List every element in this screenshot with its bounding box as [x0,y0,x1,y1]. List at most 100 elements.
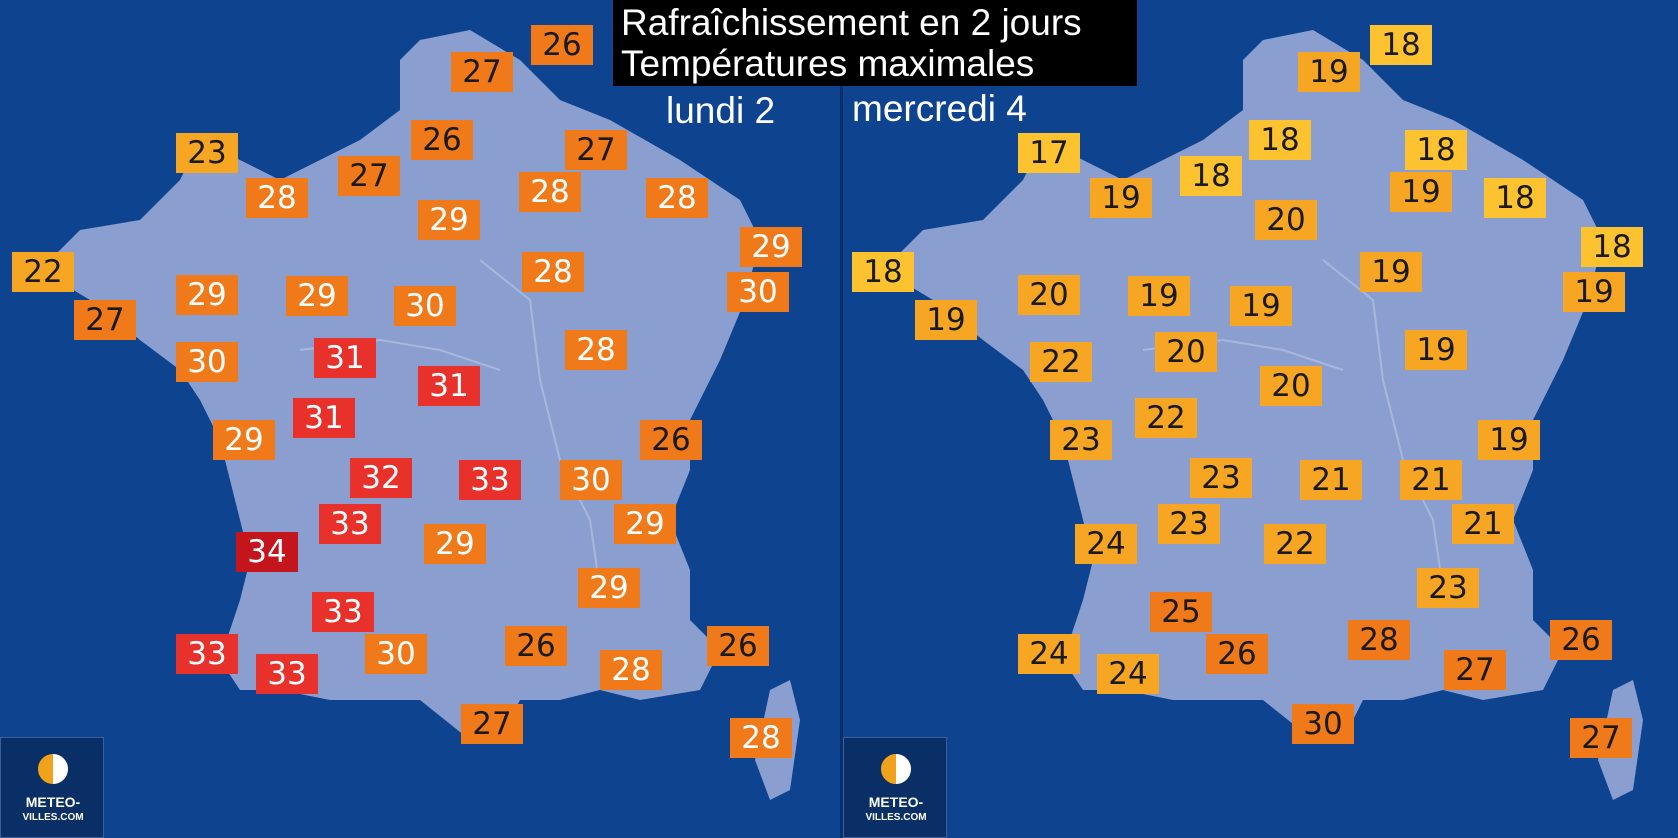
temperature-tag: 23 [176,133,238,173]
temperature-tag: 26 [1550,620,1612,660]
temperature-tag: 29 [286,276,348,316]
temperature-tag: 23 [1417,568,1479,608]
temperature-tag: 20 [1255,200,1317,240]
temperature-tag: 34 [236,532,298,572]
temperature-tag: 28 [246,178,308,218]
temperature-tag: 22 [12,252,74,292]
map-title-box: Rafraîchissement en 2 jours Températures… [613,0,1137,86]
temperature-tag: 26 [1206,634,1268,674]
river-line [479,259,601,591]
temperature-tag: 24 [1097,654,1159,694]
temperature-tag: 21 [1400,460,1462,500]
temperature-tag: 22 [1264,524,1326,564]
logo-text: VILLES.COM [865,812,927,823]
temperature-tag: 23 [1050,420,1112,460]
temperature-tag: 31 [418,366,480,406]
temperature-tag: 21 [1300,460,1362,500]
temperature-tag: 27 [74,300,136,340]
temperature-tag: 19 [1478,420,1540,460]
temperature-tag: 22 [1135,398,1197,438]
temperature-tag: 33 [312,592,374,632]
temperature-tag: 29 [614,504,676,544]
title-line: Rafraîchissement en 2 jours [621,2,1082,43]
temperature-tag: 27 [338,156,400,196]
temperature-tag: 30 [560,460,622,500]
temperature-tag: 28 [600,650,662,690]
temperature-tag: 30 [365,634,427,674]
temperature-tag: 27 [1570,718,1632,758]
temperature-tag: 28 [1348,620,1410,660]
temperature-tag: 27 [1444,650,1506,690]
temperature-tag: 23 [1190,458,1252,498]
temperature-tag: 26 [707,626,769,666]
temperature-tag: 28 [646,178,708,218]
logo-text: METEO- [25,794,81,810]
temperature-tag: 29 [424,524,486,564]
temperature-tag: 18 [1249,120,1311,160]
sun-moon-icon [36,752,70,786]
temperature-tag: 18 [1370,25,1432,65]
temperature-tag: 29 [418,200,480,240]
temperature-tag: 29 [213,420,275,460]
temperature-tag: 27 [451,52,513,92]
temperature-tag: 19 [1563,272,1625,312]
temperature-tag: 33 [459,460,521,500]
temperature-tag: 18 [1180,156,1242,196]
temperature-tag: 17 [1018,133,1080,173]
temperature-tag: 20 [1260,366,1322,406]
temperature-tag: 18 [1484,178,1546,218]
temperature-tag: 19 [1360,252,1422,292]
temperature-tag: 26 [411,120,473,160]
temperature-tag: 26 [640,420,702,460]
temperature-tag: 29 [578,568,640,608]
temperature-tag: 30 [1292,704,1354,744]
river-line [1322,259,1444,591]
temperature-tag: 30 [176,342,238,382]
temperature-tag: 27 [461,704,523,744]
temperature-tag: 28 [565,330,627,370]
temperature-tag: 26 [505,626,567,666]
subtitle-line: Températures maximales [621,43,1035,84]
temperature-tag: 23 [1158,504,1220,544]
temperature-tag: 30 [727,272,789,312]
temperature-tag: 27 [565,130,627,170]
temperature-tag: 21 [1452,504,1514,544]
temperature-tag: 33 [256,654,318,694]
temperature-tag: 19 [915,300,977,340]
temperature-tag: 33 [176,634,238,674]
temperature-tag: 28 [522,252,584,292]
day-label-right: mercredi 4 [852,88,1027,129]
meteo-villes-logo: METEO- VILLES.COM [843,737,947,838]
meteo-villes-logo: METEO- VILLES.COM [0,737,104,838]
temperature-tag: 22 [1030,342,1092,382]
panel-divider [840,0,843,838]
temperature-tag: 29 [176,275,238,315]
temperature-tag: 25 [1150,592,1212,632]
temperature-tag: 19 [1405,330,1467,370]
temperature-tag: 24 [1018,634,1080,674]
temperature-tag: 18 [852,252,914,292]
temperature-tag: 20 [1018,275,1080,315]
temperature-tag: 28 [519,172,581,212]
temperature-tag: 29 [740,227,802,267]
temperature-tag: 18 [1581,227,1643,267]
temperature-tag: 31 [293,398,355,438]
temperature-tag: 31 [314,338,376,378]
temperature-tag: 32 [350,458,412,498]
temperature-tag: 30 [394,286,456,326]
logo-text: METEO- [868,794,924,810]
sun-moon-icon [879,752,913,786]
temperature-tag: 19 [1090,178,1152,218]
day-label-left: lundi 2 [666,90,776,131]
temperature-tag: 33 [319,504,381,544]
temperature-tag: 19 [1390,172,1452,212]
temperature-tag: 19 [1230,286,1292,326]
temperature-tag: 28 [730,718,792,758]
temperature-tag: 26 [531,25,593,65]
temperature-tag: 18 [1405,130,1467,170]
temperature-tag: 24 [1075,524,1137,564]
logo-text: VILLES.COM [22,812,84,823]
temperature-tag: 19 [1128,276,1190,316]
temperature-tag: 20 [1155,332,1217,372]
temperature-tag: 19 [1298,52,1360,92]
